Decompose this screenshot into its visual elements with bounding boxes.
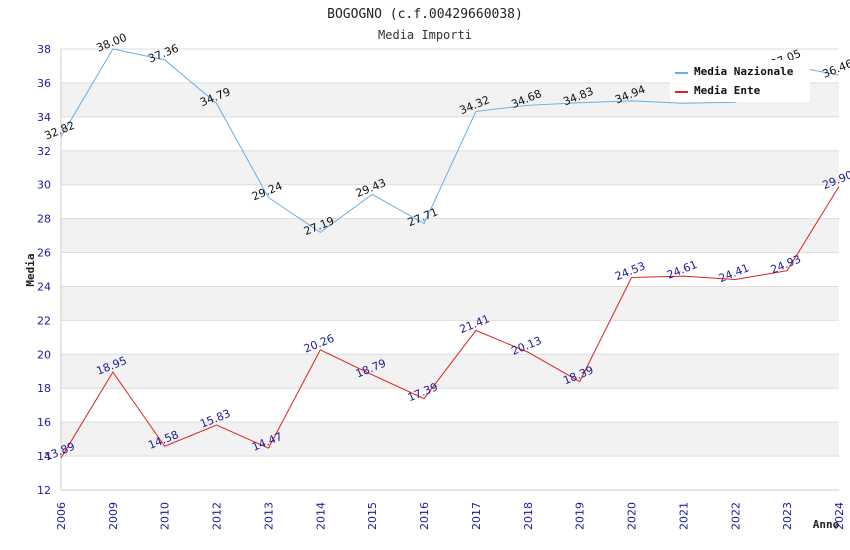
x-tick-label: 2013 xyxy=(262,502,275,530)
x-tick-label: 2024 xyxy=(833,502,846,530)
x-tick-label: 2022 xyxy=(729,502,742,530)
chart-subtitle: Media Importi xyxy=(378,28,472,42)
data-label-ente: 13.89 xyxy=(43,440,77,464)
y-tick-label: 22 xyxy=(37,314,51,327)
data-label-ente: 24.93 xyxy=(769,253,803,277)
y-tick-label: 24 xyxy=(37,280,51,293)
chart-title: BOGOGNO (c.f.00429660038) xyxy=(327,7,523,22)
legend-box xyxy=(670,60,810,102)
series-line-nazionale xyxy=(60,48,840,233)
data-label-nazionale: 37.36 xyxy=(146,42,180,66)
data-label-nazionale: 36.46 xyxy=(821,57,850,81)
grid-band xyxy=(61,218,839,253)
legend-label-nazionale: Media Nazionale xyxy=(694,65,794,78)
legend-label-ente: Media Ente xyxy=(694,84,761,97)
y-tick-label: 28 xyxy=(37,213,51,226)
y-tick-label: 30 xyxy=(37,179,51,192)
y-tick-label: 20 xyxy=(37,348,51,361)
y-tick-label: 12 xyxy=(37,484,51,497)
x-tick-label: 2020 xyxy=(626,502,639,530)
x-tick-label: 2010 xyxy=(159,502,172,530)
y-axis-ticks: 12 14 16 18 20 22 24 26 28 30 32 34 36 38 xyxy=(37,43,51,497)
y-axis-label: Media xyxy=(24,253,37,286)
legend: Media Nazionale Media Ente xyxy=(670,60,810,102)
x-tick-label: 2023 xyxy=(781,502,794,530)
grid-band xyxy=(61,422,839,457)
grid-band xyxy=(61,354,839,389)
y-tick-label: 18 xyxy=(37,382,51,395)
x-tick-label: 2016 xyxy=(418,502,431,530)
x-axis-ticks: 2006 2009 2010 2012 2013 2014 2015 2016 2017 2018… xyxy=(55,502,846,530)
grid-bands xyxy=(61,82,839,457)
y-tick-label: 32 xyxy=(37,145,51,158)
series-line-ente xyxy=(60,186,840,459)
x-tick-label: 2015 xyxy=(366,502,379,530)
y-tick-label: 16 xyxy=(37,416,51,429)
y-tick-label: 14 xyxy=(37,450,51,463)
y-tick-label: 38 xyxy=(37,43,51,56)
x-axis-label: Anno xyxy=(813,518,840,531)
x-tick-label: 2009 xyxy=(107,502,120,530)
y-tick-label: 36 xyxy=(37,77,51,90)
x-tick-label: 2021 xyxy=(677,502,690,530)
data-label-ente: 24.61 xyxy=(665,258,699,282)
x-tick-label: 2018 xyxy=(522,502,535,530)
x-tick-label: 2017 xyxy=(470,502,483,530)
x-tick-label: 2019 xyxy=(574,502,587,530)
x-tick-label: 2014 xyxy=(314,502,327,530)
x-tick-label: 2012 xyxy=(211,502,224,530)
y-tick-label: 34 xyxy=(37,111,51,124)
y-tick-label: 26 xyxy=(37,247,51,260)
grid-band xyxy=(61,286,839,321)
data-label-ente: 24.41 xyxy=(717,261,751,285)
x-tick-label: 2006 xyxy=(55,502,68,530)
